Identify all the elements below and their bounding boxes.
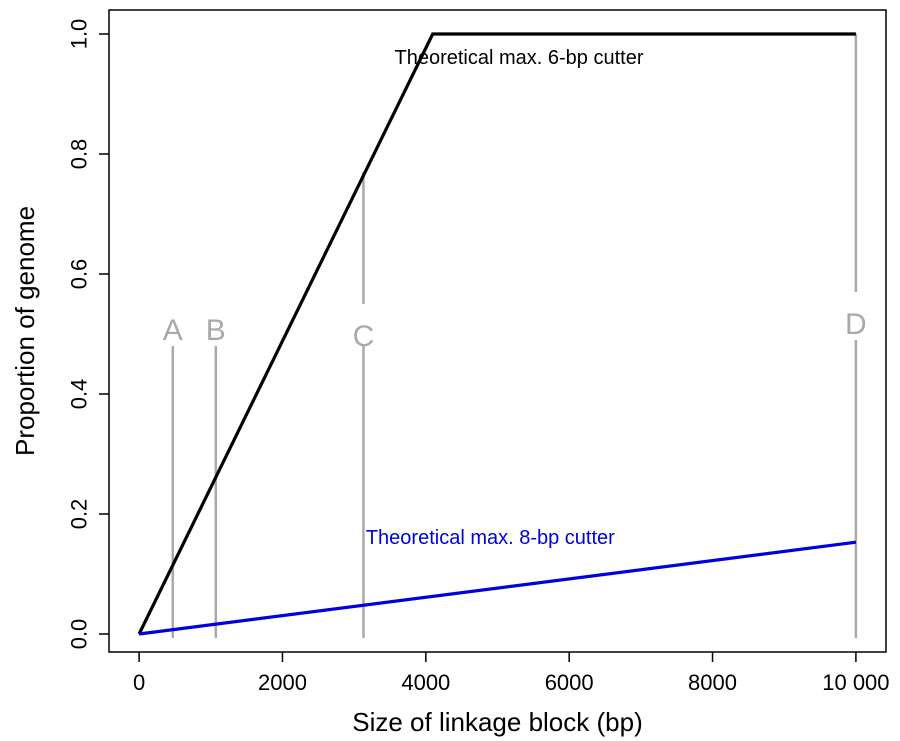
y-tick-label: 1.0 <box>67 19 92 50</box>
y-tick-label: 0.8 <box>67 139 92 170</box>
x-tick-label: 2000 <box>258 670 307 695</box>
x-axis-title: Size of linkage block (bp) <box>352 707 642 737</box>
series-label-1: Theoretical max. 6-bp cutter <box>395 47 644 69</box>
y-axis-title: Proportion of genome <box>10 206 40 456</box>
ref-label-C: C <box>353 320 375 353</box>
ref-label-D: D <box>845 308 867 341</box>
ref-label-B: B <box>206 314 226 347</box>
series-line-1 <box>137 32 856 635</box>
x-tick-label: 10 000 <box>822 670 889 695</box>
axes: 0 2000 4000 6000 8000 10 000 0.0 0.2 0.4 0.6 0.8 1.… <box>10 9 890 737</box>
x-tick-label: 6000 <box>545 670 594 695</box>
reference-lines <box>171 34 858 638</box>
x-tick-label: 8000 <box>688 670 737 695</box>
series-lines <box>137 32 857 636</box>
series-line-2 <box>138 540 857 636</box>
series-label-2: Theoretical max. 8-bp cutter <box>366 527 615 549</box>
plot-frame <box>108 9 887 653</box>
x-tick-label: 4000 <box>401 670 450 695</box>
x-tick-label: 0 <box>133 670 145 695</box>
y-tick-label: 0.2 <box>67 499 92 530</box>
y-tick-label: 0.6 <box>67 259 92 290</box>
labels: A B C D Theoretical max. 6-bp cutter Theoreti… <box>163 47 867 549</box>
ref-label-A: A <box>163 314 183 347</box>
y-tick-label: 0.4 <box>67 379 92 410</box>
y-tick-label: 0.0 <box>67 619 92 650</box>
